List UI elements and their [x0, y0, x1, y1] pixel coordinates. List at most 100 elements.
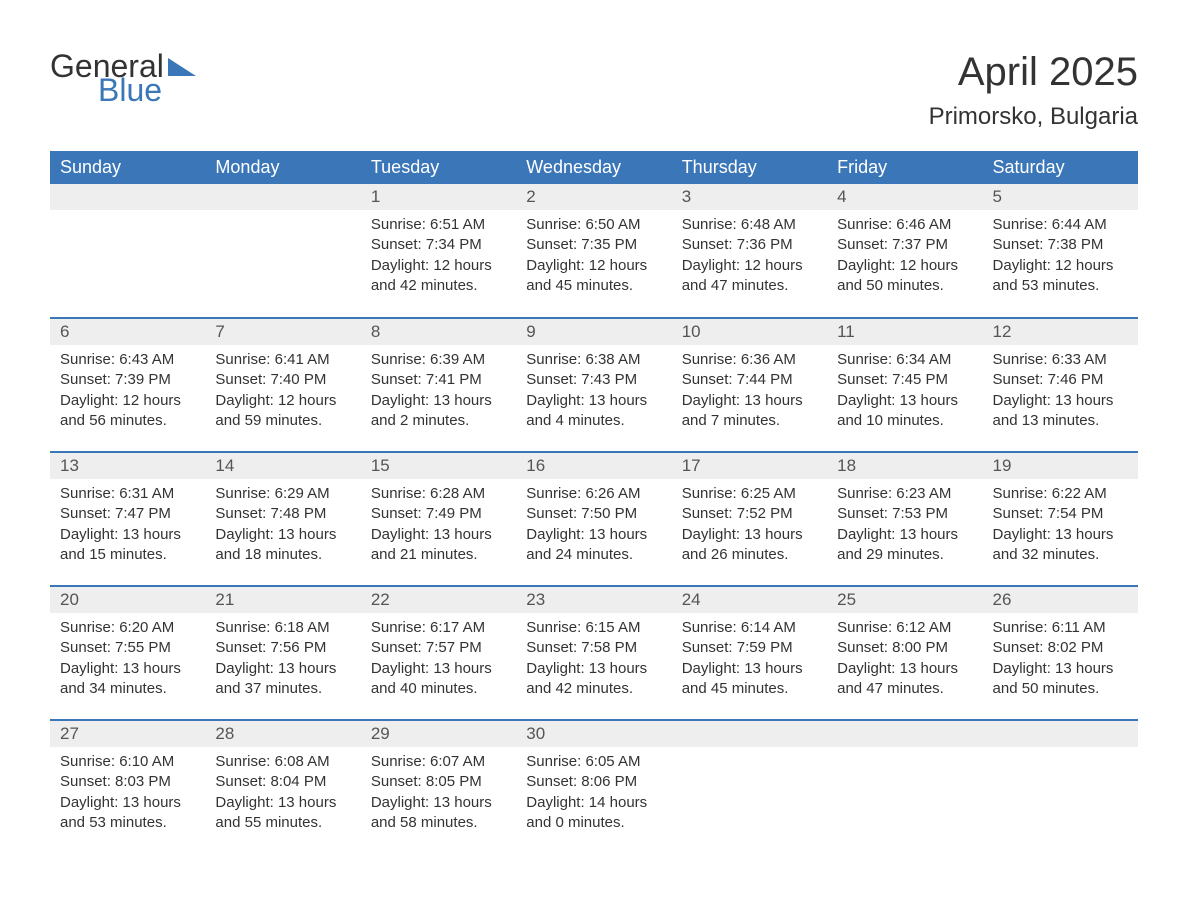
day-details: Sunrise: 6:14 AMSunset: 7:59 PMDaylight:… — [672, 613, 827, 704]
daylight-text: Daylight: 12 hours and 56 minutes. — [60, 391, 195, 432]
daylight-text: Daylight: 14 hours and 0 minutes. — [526, 793, 661, 834]
sunset-text: Sunset: 7:58 PM — [526, 638, 661, 658]
sunrise-text: Sunrise: 6:15 AM — [526, 618, 661, 638]
sunrise-text: Sunrise: 6:10 AM — [60, 752, 195, 772]
day-cell: 1Sunrise: 6:51 AMSunset: 7:34 PMDaylight… — [361, 184, 516, 318]
day-header-monday: Monday — [205, 151, 360, 184]
sunset-text: Sunset: 7:50 PM — [526, 504, 661, 524]
day-cell: 24Sunrise: 6:14 AMSunset: 7:59 PMDayligh… — [672, 586, 827, 720]
logo: General Blue — [50, 50, 196, 106]
day-cell: 11Sunrise: 6:34 AMSunset: 7:45 PMDayligh… — [827, 318, 982, 452]
sunrise-text: Sunrise: 6:07 AM — [371, 752, 506, 772]
daylight-text: Daylight: 13 hours and 29 minutes. — [837, 525, 972, 566]
daylight-text: Daylight: 12 hours and 59 minutes. — [215, 391, 350, 432]
day-number: 30 — [516, 721, 671, 747]
daylight-text: Daylight: 12 hours and 53 minutes. — [993, 256, 1128, 297]
sunset-text: Sunset: 7:55 PM — [60, 638, 195, 658]
sunrise-text: Sunrise: 6:31 AM — [60, 484, 195, 504]
sunrise-text: Sunrise: 6:14 AM — [682, 618, 817, 638]
sunset-text: Sunset: 7:35 PM — [526, 235, 661, 255]
logo-text-blue: Blue — [98, 74, 196, 106]
day-cell — [205, 184, 360, 318]
day-number: 28 — [205, 721, 360, 747]
day-cell: 14Sunrise: 6:29 AMSunset: 7:48 PMDayligh… — [205, 452, 360, 586]
day-details: Sunrise: 6:36 AMSunset: 7:44 PMDaylight:… — [672, 345, 827, 436]
day-cell — [672, 720, 827, 854]
day-cell: 15Sunrise: 6:28 AMSunset: 7:49 PMDayligh… — [361, 452, 516, 586]
daylight-text: Daylight: 12 hours and 47 minutes. — [682, 256, 817, 297]
day-cell: 3Sunrise: 6:48 AMSunset: 7:36 PMDaylight… — [672, 184, 827, 318]
sunset-text: Sunset: 7:34 PM — [371, 235, 506, 255]
daylight-text: Daylight: 13 hours and 4 minutes. — [526, 391, 661, 432]
week-row: 1Sunrise: 6:51 AMSunset: 7:34 PMDaylight… — [50, 184, 1138, 318]
sunrise-text: Sunrise: 6:08 AM — [215, 752, 350, 772]
sunrise-text: Sunrise: 6:25 AM — [682, 484, 817, 504]
day-number: 20 — [50, 587, 205, 613]
day-details: Sunrise: 6:48 AMSunset: 7:36 PMDaylight:… — [672, 210, 827, 301]
daylight-text: Daylight: 13 hours and 26 minutes. — [682, 525, 817, 566]
day-details: Sunrise: 6:15 AMSunset: 7:58 PMDaylight:… — [516, 613, 671, 704]
sunrise-text: Sunrise: 6:46 AM — [837, 215, 972, 235]
sunrise-text: Sunrise: 6:33 AM — [993, 350, 1128, 370]
sunrise-text: Sunrise: 6:43 AM — [60, 350, 195, 370]
daylight-text: Daylight: 13 hours and 45 minutes. — [682, 659, 817, 700]
day-cell — [50, 184, 205, 318]
day-details: Sunrise: 6:22 AMSunset: 7:54 PMDaylight:… — [983, 479, 1138, 570]
day-number: 15 — [361, 453, 516, 479]
daylight-text: Daylight: 13 hours and 10 minutes. — [837, 391, 972, 432]
day-details: Sunrise: 6:26 AMSunset: 7:50 PMDaylight:… — [516, 479, 671, 570]
day-number: 6 — [50, 319, 205, 345]
daylight-text: Daylight: 13 hours and 15 minutes. — [60, 525, 195, 566]
day-details: Sunrise: 6:29 AMSunset: 7:48 PMDaylight:… — [205, 479, 360, 570]
daylight-text: Daylight: 13 hours and 37 minutes. — [215, 659, 350, 700]
month-title: April 2025 — [929, 50, 1138, 95]
day-cell: 19Sunrise: 6:22 AMSunset: 7:54 PMDayligh… — [983, 452, 1138, 586]
sunrise-text: Sunrise: 6:26 AM — [526, 484, 661, 504]
day-number: 13 — [50, 453, 205, 479]
day-cell: 21Sunrise: 6:18 AMSunset: 7:56 PMDayligh… — [205, 586, 360, 720]
day-details: Sunrise: 6:50 AMSunset: 7:35 PMDaylight:… — [516, 210, 671, 301]
day-header-wednesday: Wednesday — [516, 151, 671, 184]
day-cell: 10Sunrise: 6:36 AMSunset: 7:44 PMDayligh… — [672, 318, 827, 452]
sunset-text: Sunset: 8:03 PM — [60, 772, 195, 792]
daylight-text: Daylight: 13 hours and 40 minutes. — [371, 659, 506, 700]
daylight-text: Daylight: 13 hours and 7 minutes. — [682, 391, 817, 432]
daylight-text: Daylight: 12 hours and 50 minutes. — [837, 256, 972, 297]
day-cell: 7Sunrise: 6:41 AMSunset: 7:40 PMDaylight… — [205, 318, 360, 452]
day-header-tuesday: Tuesday — [361, 151, 516, 184]
day-cell: 25Sunrise: 6:12 AMSunset: 8:00 PMDayligh… — [827, 586, 982, 720]
day-number: 2 — [516, 184, 671, 210]
day-header-sunday: Sunday — [50, 151, 205, 184]
sunset-text: Sunset: 7:38 PM — [993, 235, 1128, 255]
sunrise-text: Sunrise: 6:18 AM — [215, 618, 350, 638]
sunset-text: Sunset: 7:57 PM — [371, 638, 506, 658]
daylight-text: Daylight: 13 hours and 50 minutes. — [993, 659, 1128, 700]
daylight-text: Daylight: 13 hours and 32 minutes. — [993, 525, 1128, 566]
sunrise-text: Sunrise: 6:39 AM — [371, 350, 506, 370]
day-number: 17 — [672, 453, 827, 479]
day-cell: 18Sunrise: 6:23 AMSunset: 7:53 PMDayligh… — [827, 452, 982, 586]
day-number: 16 — [516, 453, 671, 479]
sunrise-text: Sunrise: 6:51 AM — [371, 215, 506, 235]
day-number: 22 — [361, 587, 516, 613]
week-row: 6Sunrise: 6:43 AMSunset: 7:39 PMDaylight… — [50, 318, 1138, 452]
day-header-thursday: Thursday — [672, 151, 827, 184]
day-number: 23 — [516, 587, 671, 613]
day-number: 7 — [205, 319, 360, 345]
sunset-text: Sunset: 7:41 PM — [371, 370, 506, 390]
title-area: April 2025 Primorsko, Bulgaria — [929, 50, 1138, 131]
day-details: Sunrise: 6:38 AMSunset: 7:43 PMDaylight:… — [516, 345, 671, 436]
day-details: Sunrise: 6:31 AMSunset: 7:47 PMDaylight:… — [50, 479, 205, 570]
sunset-text: Sunset: 7:56 PM — [215, 638, 350, 658]
day-header-saturday: Saturday — [983, 151, 1138, 184]
day-details: Sunrise: 6:08 AMSunset: 8:04 PMDaylight:… — [205, 747, 360, 838]
empty-day-number — [983, 721, 1138, 747]
day-number: 19 — [983, 453, 1138, 479]
week-row: 27Sunrise: 6:10 AMSunset: 8:03 PMDayligh… — [50, 720, 1138, 854]
day-details: Sunrise: 6:12 AMSunset: 8:00 PMDaylight:… — [827, 613, 982, 704]
sunrise-text: Sunrise: 6:44 AM — [993, 215, 1128, 235]
sunset-text: Sunset: 7:46 PM — [993, 370, 1128, 390]
sunrise-text: Sunrise: 6:20 AM — [60, 618, 195, 638]
sunset-text: Sunset: 7:37 PM — [837, 235, 972, 255]
week-row: 20 Sunrise: 6:20 AMSunset: 7:55 PM Dayligh… — [50, 586, 1138, 720]
